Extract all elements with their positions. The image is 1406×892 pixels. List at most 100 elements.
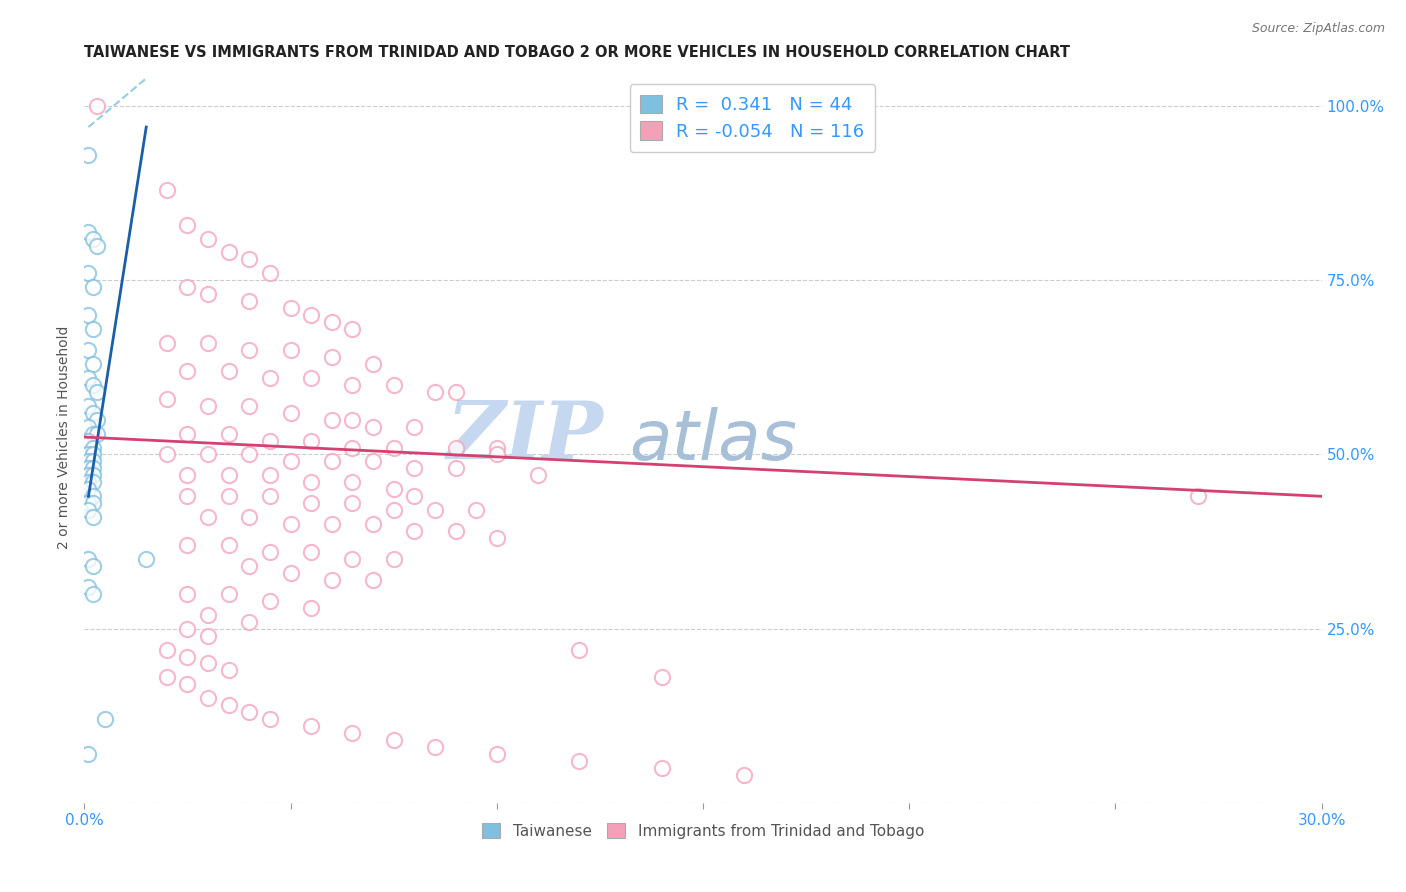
Text: ZIP: ZIP — [447, 399, 605, 475]
Point — [82, 587, 104, 601]
Point — [82, 461, 104, 475]
Point — [77, 496, 100, 510]
Point — [423, 503, 446, 517]
Point — [197, 399, 219, 413]
Point — [342, 552, 364, 566]
Point — [176, 364, 198, 378]
Point — [77, 399, 100, 413]
Point — [321, 573, 343, 587]
Point — [733, 768, 755, 782]
Point — [382, 441, 405, 455]
Point — [82, 441, 104, 455]
Point — [382, 483, 405, 497]
Point — [77, 552, 100, 566]
Point — [444, 524, 467, 538]
Point — [444, 384, 467, 399]
Point — [197, 510, 219, 524]
Point — [77, 308, 100, 322]
Point — [77, 448, 100, 462]
Point — [280, 566, 302, 580]
Point — [197, 691, 219, 706]
Point — [176, 538, 198, 552]
Point — [82, 426, 104, 441]
Point — [238, 399, 260, 413]
Point — [361, 454, 384, 468]
Point — [218, 468, 240, 483]
Point — [218, 489, 240, 503]
Point — [156, 392, 179, 406]
Point — [259, 266, 281, 280]
Point — [176, 649, 198, 664]
Point — [176, 280, 198, 294]
Point — [197, 231, 219, 245]
Point — [280, 406, 302, 420]
Point — [299, 600, 322, 615]
Point — [94, 712, 117, 726]
Point — [485, 531, 508, 545]
Point — [404, 461, 426, 475]
Point — [77, 747, 100, 761]
Point — [259, 489, 281, 503]
Point — [404, 419, 426, 434]
Point — [259, 545, 281, 559]
Point — [342, 441, 364, 455]
Point — [238, 705, 260, 719]
Point — [176, 218, 198, 232]
Legend: Taiwanese, Immigrants from Trinidad and Tobago: Taiwanese, Immigrants from Trinidad and … — [474, 815, 932, 847]
Point — [342, 322, 364, 336]
Point — [218, 698, 240, 713]
Point — [82, 357, 104, 371]
Point — [218, 364, 240, 378]
Point — [176, 426, 198, 441]
Point — [156, 448, 179, 462]
Point — [321, 517, 343, 532]
Point — [382, 733, 405, 747]
Point — [259, 434, 281, 448]
Point — [156, 670, 179, 684]
Point — [77, 503, 100, 517]
Point — [527, 468, 550, 483]
Point — [299, 545, 322, 559]
Point — [1187, 489, 1209, 503]
Point — [77, 266, 100, 280]
Point — [299, 434, 322, 448]
Point — [218, 587, 240, 601]
Point — [382, 377, 405, 392]
Point — [82, 489, 104, 503]
Point — [299, 496, 322, 510]
Point — [299, 308, 322, 322]
Point — [321, 315, 343, 329]
Point — [259, 468, 281, 483]
Point — [423, 384, 446, 399]
Point — [82, 510, 104, 524]
Point — [321, 350, 343, 364]
Point — [77, 461, 100, 475]
Point — [280, 517, 302, 532]
Point — [77, 475, 100, 490]
Point — [176, 587, 198, 601]
Point — [238, 510, 260, 524]
Point — [82, 280, 104, 294]
Point — [218, 538, 240, 552]
Point — [82, 231, 104, 245]
Point — [280, 301, 302, 316]
Point — [238, 343, 260, 357]
Point — [238, 615, 260, 629]
Point — [238, 252, 260, 267]
Point — [238, 294, 260, 309]
Point — [156, 336, 179, 351]
Point — [342, 726, 364, 740]
Point — [197, 448, 219, 462]
Point — [361, 419, 384, 434]
Text: Source: ZipAtlas.com: Source: ZipAtlas.com — [1251, 22, 1385, 36]
Point — [465, 503, 488, 517]
Point — [176, 622, 198, 636]
Point — [259, 712, 281, 726]
Point — [77, 454, 100, 468]
Point — [485, 441, 508, 455]
Text: atlas: atlas — [628, 408, 797, 475]
Point — [651, 761, 673, 775]
Point — [197, 629, 219, 643]
Point — [82, 377, 104, 392]
Point — [280, 343, 302, 357]
